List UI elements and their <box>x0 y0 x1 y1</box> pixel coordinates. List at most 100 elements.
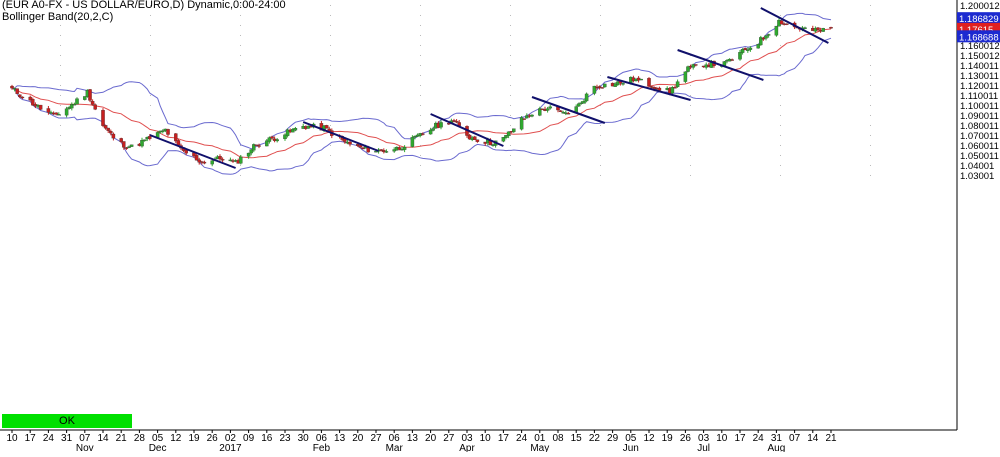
trendline[interactable] <box>430 113 504 147</box>
grid-dot <box>420 84 421 86</box>
y-tick-label: 1.100011 <box>960 101 999 112</box>
month-label: Apr <box>459 443 475 452</box>
grid-dot <box>60 64 61 66</box>
x-tick-label: 20 <box>352 433 364 444</box>
candle <box>421 132 425 136</box>
month-label: May <box>530 443 549 452</box>
candle <box>64 106 69 118</box>
candle <box>639 78 643 81</box>
candle <box>249 149 253 156</box>
grid-dot <box>150 4 151 6</box>
grid-dot <box>870 64 871 66</box>
grid-dot <box>60 54 61 56</box>
grid-dot <box>690 94 691 96</box>
grid-dot <box>690 14 691 16</box>
grid-dot <box>600 4 601 6</box>
x-tick-label: 12 <box>643 433 655 444</box>
grid-dot <box>510 24 511 26</box>
candle <box>291 128 295 133</box>
candle <box>512 128 516 133</box>
candle <box>402 145 407 153</box>
x-tick-label: 05 <box>152 433 164 444</box>
grid-dot <box>780 114 781 116</box>
x-tick-label: 06 <box>389 433 401 444</box>
x-tick-label: 13 <box>407 433 419 444</box>
grid-dot <box>60 144 61 146</box>
y-tick-label: 1.060011 <box>960 141 999 152</box>
candle <box>538 106 542 117</box>
trendline[interactable] <box>607 76 691 101</box>
candle <box>730 58 734 61</box>
x-tick-label: 03 <box>698 433 710 444</box>
grid-dot <box>510 54 511 56</box>
trendline[interactable] <box>302 121 379 152</box>
grid-dot <box>420 14 421 16</box>
trendline[interactable] <box>531 96 606 124</box>
grid-dot <box>600 154 601 156</box>
x-tick-label: 16 <box>261 433 273 444</box>
month-label: Jun <box>623 443 639 452</box>
trendline[interactable] <box>760 7 829 44</box>
candle <box>111 132 116 141</box>
status-ok[interactable]: OK <box>2 414 132 428</box>
grid-dot <box>60 174 61 176</box>
grid-dot <box>780 124 781 126</box>
candle <box>90 99 95 106</box>
candle <box>740 48 745 55</box>
grid-dot <box>510 34 511 36</box>
grid-dot <box>420 124 421 126</box>
candle <box>54 112 58 116</box>
x-tick-label: 26 <box>680 433 692 444</box>
trendline[interactable] <box>677 49 764 81</box>
indicator-label: Bollinger Band(20,2,C) <box>2 11 114 23</box>
candle <box>519 116 524 131</box>
grid-dot <box>420 164 421 166</box>
grid-dot <box>600 44 601 46</box>
candle <box>324 124 329 129</box>
y-tick-label: 1.110011 <box>960 91 998 102</box>
candle <box>603 83 607 88</box>
grid-dot <box>330 24 331 26</box>
candle <box>452 118 456 123</box>
grid-dot <box>60 4 61 6</box>
grid-dot <box>240 44 241 46</box>
month-label: Aug <box>768 443 786 452</box>
grid-dot <box>870 94 871 96</box>
candle <box>686 65 690 73</box>
x-tick-label: 22 <box>589 433 601 444</box>
candle <box>821 27 825 32</box>
candle <box>545 106 550 113</box>
grid-dot <box>240 124 241 126</box>
x-tick-label: 08 <box>552 433 564 444</box>
x-tick-label: 24 <box>43 433 55 444</box>
x-tick-label: 27 <box>443 433 455 444</box>
candle <box>72 102 77 106</box>
grid-dot <box>690 144 691 146</box>
grid-dot <box>150 74 151 76</box>
chart-title: (EUR A0-FX - US DOLLAR/EURO,D) Dynamic,0… <box>2 0 286 11</box>
grid-dot <box>510 164 511 166</box>
grid-dot <box>780 34 781 36</box>
x-tick-label: 13 <box>334 433 346 444</box>
candle <box>683 71 688 84</box>
grid-dot <box>240 64 241 66</box>
trendline[interactable] <box>149 134 236 169</box>
candle <box>88 88 92 103</box>
y-tick-label: 1.070011 <box>960 131 999 142</box>
y-tick-label: 1.130011 <box>960 71 999 82</box>
candle <box>673 85 677 89</box>
candle <box>756 43 760 49</box>
grid-dot <box>420 44 421 46</box>
grid-dot <box>690 4 691 6</box>
candle <box>738 49 742 61</box>
candle <box>548 104 552 110</box>
x-tick-label: 24 <box>516 433 528 444</box>
candle <box>129 144 134 147</box>
grid-dot <box>510 84 511 86</box>
grid-dot <box>330 74 331 76</box>
month-label: 2017 <box>219 443 242 452</box>
candle <box>582 98 586 104</box>
